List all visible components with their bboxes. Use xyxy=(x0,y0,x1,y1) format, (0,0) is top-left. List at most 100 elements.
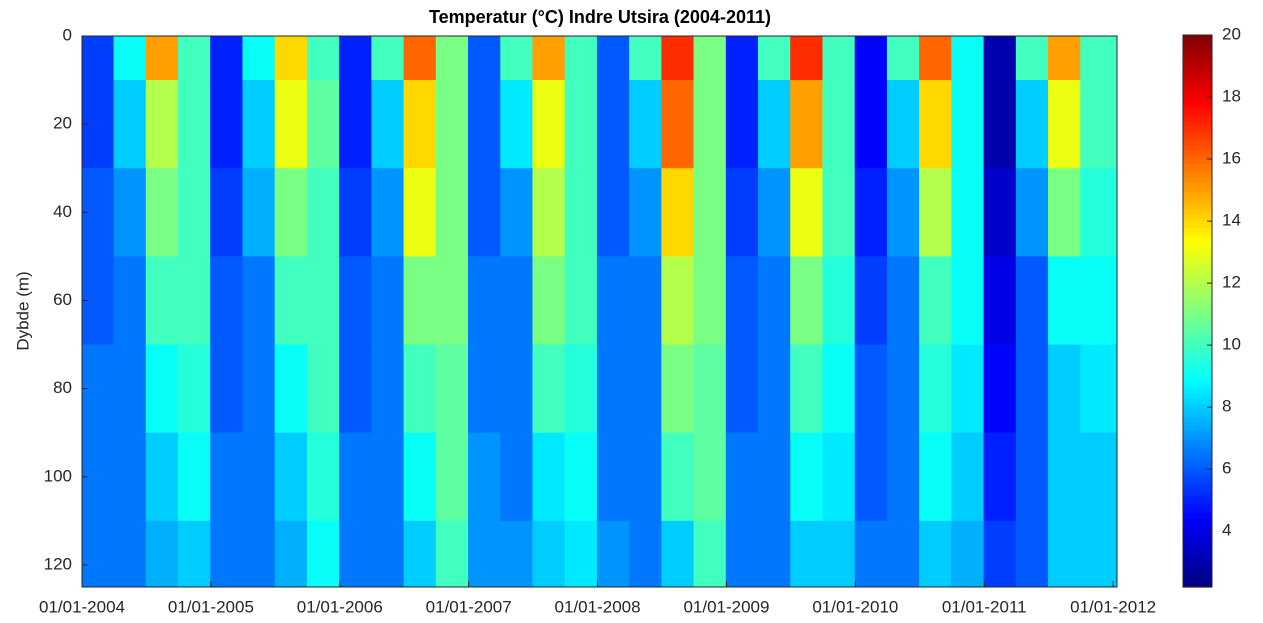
colorbar-tick-label: 20 xyxy=(1222,24,1241,43)
temperature-cell xyxy=(1080,168,1118,257)
colorbar-segment xyxy=(1183,278,1212,284)
y-tick-label: 120 xyxy=(44,554,72,573)
temperature-cell xyxy=(854,432,888,522)
temperature-cell xyxy=(403,432,437,522)
temperature-cell xyxy=(1080,36,1118,81)
colorbar-segment xyxy=(1183,232,1212,238)
temperature-cell xyxy=(693,80,727,169)
temperature-cell xyxy=(1015,168,1049,257)
temperature-cell xyxy=(1048,36,1081,81)
temperature-cell xyxy=(758,256,791,346)
temperature-cell xyxy=(661,80,695,169)
temperature-cell xyxy=(274,344,308,434)
temperature-cell xyxy=(661,168,695,257)
temperature-cell xyxy=(854,344,888,434)
colorbar-segment xyxy=(1183,76,1212,82)
temperature-cell xyxy=(371,168,405,257)
colorbar-segment xyxy=(1183,407,1212,413)
colorbar-segment xyxy=(1183,403,1212,409)
temperature-cell xyxy=(339,520,372,588)
colorbar-segment xyxy=(1183,398,1212,404)
temperature-cell xyxy=(596,344,630,434)
temperature-cell xyxy=(661,520,695,588)
temperature-cell xyxy=(596,36,630,81)
colorbar-segment xyxy=(1183,205,1212,211)
colorbar-segment xyxy=(1183,453,1212,459)
temperature-cell xyxy=(1048,432,1081,522)
temperature-cell xyxy=(371,432,405,522)
temperature-cell xyxy=(790,80,823,169)
temperature-cell xyxy=(403,168,437,257)
colorbar-tick-label: 4 xyxy=(1222,521,1231,540)
temperature-cell xyxy=(339,256,372,346)
temperature-cell xyxy=(435,256,469,346)
temperature-cell xyxy=(210,520,243,588)
temperature-cell xyxy=(725,168,759,257)
temperature-cell xyxy=(886,256,920,346)
temperature-cell xyxy=(629,168,662,257)
y-axis-label: Dybde (m) xyxy=(13,271,32,350)
colorbar-segment xyxy=(1183,292,1212,298)
temperature-cell xyxy=(274,520,308,588)
temperature-cell xyxy=(242,168,276,257)
colorbar-segment xyxy=(1183,163,1212,169)
temperature-cell xyxy=(403,344,437,434)
temperature-cell xyxy=(822,36,856,81)
colorbar-segment xyxy=(1183,527,1212,533)
y-tick-label: 0 xyxy=(63,25,72,44)
temperature-cell xyxy=(500,168,533,257)
temperature-cell xyxy=(725,36,759,81)
colorbar-segment xyxy=(1183,48,1212,54)
colorbar-segment xyxy=(1183,338,1212,344)
temperature-cell xyxy=(306,344,340,434)
temperature-cell xyxy=(371,256,405,346)
temperature-cell xyxy=(758,36,791,81)
colorbar-segment xyxy=(1183,582,1212,588)
colorbar-segment xyxy=(1183,499,1212,505)
temperature-cell xyxy=(532,36,566,81)
colorbar-segment xyxy=(1183,269,1212,275)
temperature-cell xyxy=(629,520,662,588)
temperature-cell xyxy=(532,520,566,588)
colorbar-segment xyxy=(1183,196,1212,202)
colorbar-segment xyxy=(1183,577,1212,583)
temperature-cell xyxy=(693,168,727,257)
colorbar-segment xyxy=(1183,393,1212,399)
temperature-cell xyxy=(919,520,952,588)
colorbar-segment xyxy=(1183,297,1212,303)
temperature-cell xyxy=(306,80,340,169)
temperature-cell xyxy=(178,344,211,434)
temperature-cell xyxy=(854,36,888,81)
temperature-cell xyxy=(983,256,1017,346)
colorbar-segment xyxy=(1183,145,1212,151)
colorbar-segment xyxy=(1183,361,1212,367)
temperature-cell xyxy=(242,520,276,588)
colorbar-segment xyxy=(1183,329,1212,335)
colorbar-frame xyxy=(1182,34,1213,588)
temperature-cell xyxy=(790,432,823,522)
colorbar-segment xyxy=(1183,545,1212,551)
temperature-cell xyxy=(693,520,727,588)
colorbar-segment xyxy=(1183,113,1212,119)
temperature-cell xyxy=(468,256,501,346)
temperature-cell xyxy=(145,432,179,522)
temperature-cell xyxy=(919,256,952,346)
colorbar-segment xyxy=(1183,476,1212,482)
colorbar-segment xyxy=(1183,439,1212,445)
colorbar-segment xyxy=(1183,62,1212,68)
x-tick-label: 01/01-2009 xyxy=(683,597,769,616)
temperature-cell xyxy=(790,520,823,588)
colorbar-segment xyxy=(1183,320,1212,326)
temperature-cell xyxy=(886,80,920,169)
temperature-cell xyxy=(210,80,243,169)
temperature-cell xyxy=(983,168,1017,257)
temperature-cell xyxy=(951,36,985,81)
temperature-cell xyxy=(403,80,437,169)
temperature-cell xyxy=(951,80,985,169)
temperature-cell xyxy=(725,256,759,346)
colorbar-segment xyxy=(1183,99,1212,105)
temperature-cell xyxy=(758,80,791,169)
temperature-cell xyxy=(178,256,211,346)
colorbar-segment xyxy=(1183,550,1212,556)
